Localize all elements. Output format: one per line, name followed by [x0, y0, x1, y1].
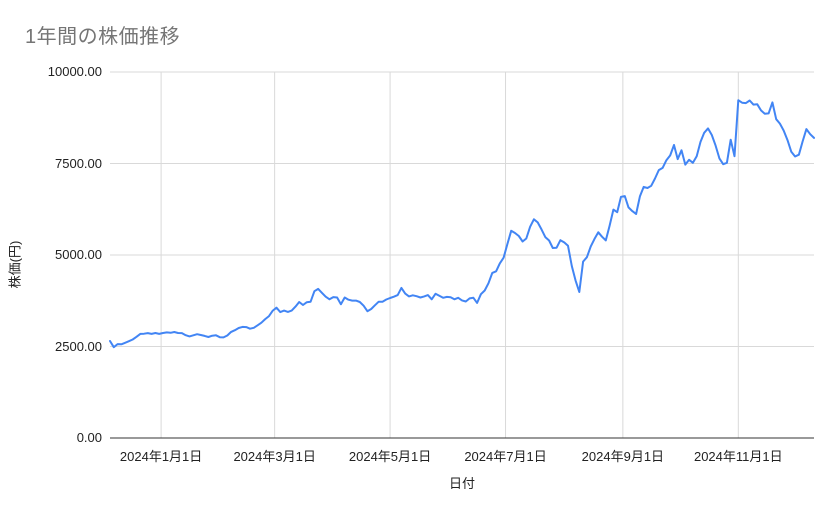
x-axis-title: 日付: [448, 476, 476, 491]
x-tick-label: 2024年5月1日: [348, 449, 432, 464]
x-tick-label: 2024年1月1日: [119, 449, 203, 464]
chart-title: 1年間の株価推移: [25, 26, 181, 48]
x-tick-label: 2024年9月1日: [581, 449, 665, 464]
y-tick-label: 7500.00: [55, 155, 102, 171]
x-tick-label: 2024年7月1日: [464, 449, 547, 464]
x-tick-label: 2024年11月1日: [693, 449, 783, 464]
y-tick-label: 0.00: [76, 430, 102, 445]
stock-price-series-line: [109, 99, 815, 349]
x-tick-label: 2024年3月1日: [233, 449, 316, 464]
y-tick-label: 5000.00: [55, 247, 102, 262]
y-tick-label: 2500.00: [55, 338, 102, 354]
y-tick-label: 10000.00: [47, 64, 102, 79]
